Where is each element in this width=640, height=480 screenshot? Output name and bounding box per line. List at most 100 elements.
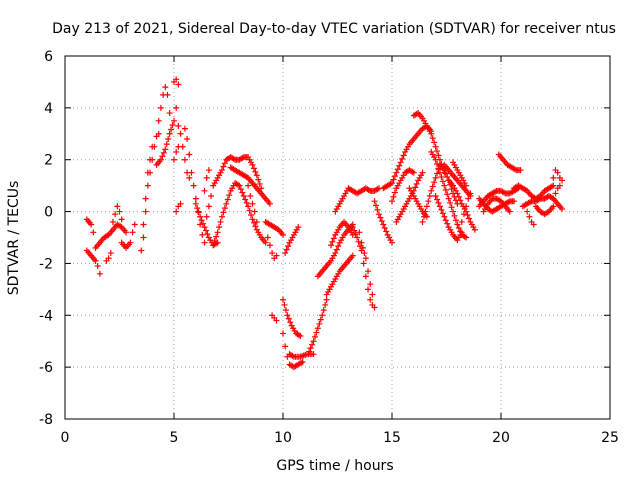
data-point (322, 301, 329, 308)
data-point (451, 212, 458, 219)
x-tick-label: 20 (492, 430, 510, 446)
data-point (454, 190, 461, 197)
data-point (442, 170, 449, 177)
data-point (448, 186, 455, 193)
data-point (204, 231, 211, 238)
data-point (463, 234, 470, 241)
x-tick-label: 25 (601, 430, 619, 446)
data-point (397, 159, 404, 166)
data-point (177, 130, 184, 137)
data-point (381, 224, 388, 231)
data-point (184, 135, 191, 142)
data-point (517, 167, 524, 174)
data-point (144, 182, 151, 189)
data-point (252, 223, 259, 230)
data-point (280, 296, 286, 303)
data-point (249, 200, 256, 207)
data-point (168, 126, 175, 133)
data-point (458, 218, 465, 225)
data-point (246, 207, 253, 214)
data-point (552, 190, 559, 197)
data-point (297, 333, 304, 340)
data-point (181, 125, 188, 132)
data-point (455, 193, 462, 200)
data-point (434, 196, 441, 203)
data-point (287, 319, 294, 326)
data-point (253, 218, 260, 225)
data-point (285, 243, 292, 250)
y-tick-label: 6 (44, 49, 53, 65)
y-tick-label: 2 (44, 153, 53, 169)
data-point (243, 199, 250, 206)
data-point (269, 250, 276, 257)
data-point (559, 177, 566, 184)
data-point (173, 208, 180, 215)
data-point (530, 221, 537, 228)
data-point (375, 211, 382, 218)
data-point (162, 84, 169, 91)
data-point (362, 255, 369, 262)
data-point (245, 203, 252, 210)
data-point (316, 320, 323, 327)
data-point (550, 174, 557, 181)
data-point (554, 169, 561, 176)
data-point (283, 246, 290, 253)
data-point (432, 193, 439, 200)
data-point (192, 195, 199, 202)
data-point (457, 197, 464, 204)
data-point (314, 325, 321, 332)
data-point (197, 213, 204, 220)
data-point (434, 161, 441, 168)
data-point (435, 152, 442, 159)
data-point (362, 273, 369, 280)
data-point (330, 235, 337, 242)
data-point (351, 227, 358, 234)
data-point (313, 329, 320, 336)
data-point (349, 252, 356, 259)
data-point (444, 174, 451, 180)
data-point (458, 229, 465, 236)
data-point (160, 149, 167, 156)
data-point (171, 117, 177, 124)
data-point (201, 239, 208, 246)
data-point (273, 317, 280, 324)
data-point (203, 174, 210, 181)
data-point (444, 191, 451, 198)
data-point (391, 173, 398, 180)
data-point (441, 213, 448, 220)
data-point (273, 252, 280, 259)
data-point (282, 307, 289, 314)
data-point (220, 209, 227, 216)
data-point (428, 187, 435, 194)
data-point (426, 193, 433, 200)
data-point (526, 213, 533, 220)
data-point (237, 186, 244, 193)
data-point (223, 200, 230, 207)
data-point (463, 203, 470, 210)
data-point (194, 208, 201, 215)
data-point (307, 345, 314, 352)
data-point (105, 255, 112, 262)
data-point (217, 218, 224, 225)
data-point (240, 193, 247, 200)
data-point (116, 208, 123, 215)
data-point (550, 195, 557, 202)
data-point (195, 209, 202, 216)
data-point (410, 169, 417, 176)
data-point (320, 307, 327, 314)
data-point (255, 176, 262, 183)
data-point (378, 218, 385, 225)
data-point (224, 196, 231, 203)
data-point (432, 156, 439, 163)
data-point (218, 167, 225, 174)
data-point (190, 182, 197, 189)
data-point (201, 224, 208, 231)
data-point (436, 203, 443, 210)
data-point (282, 250, 289, 257)
data-point (419, 169, 426, 176)
data-point (181, 156, 188, 163)
data-point (114, 203, 121, 210)
data-point (177, 200, 184, 207)
